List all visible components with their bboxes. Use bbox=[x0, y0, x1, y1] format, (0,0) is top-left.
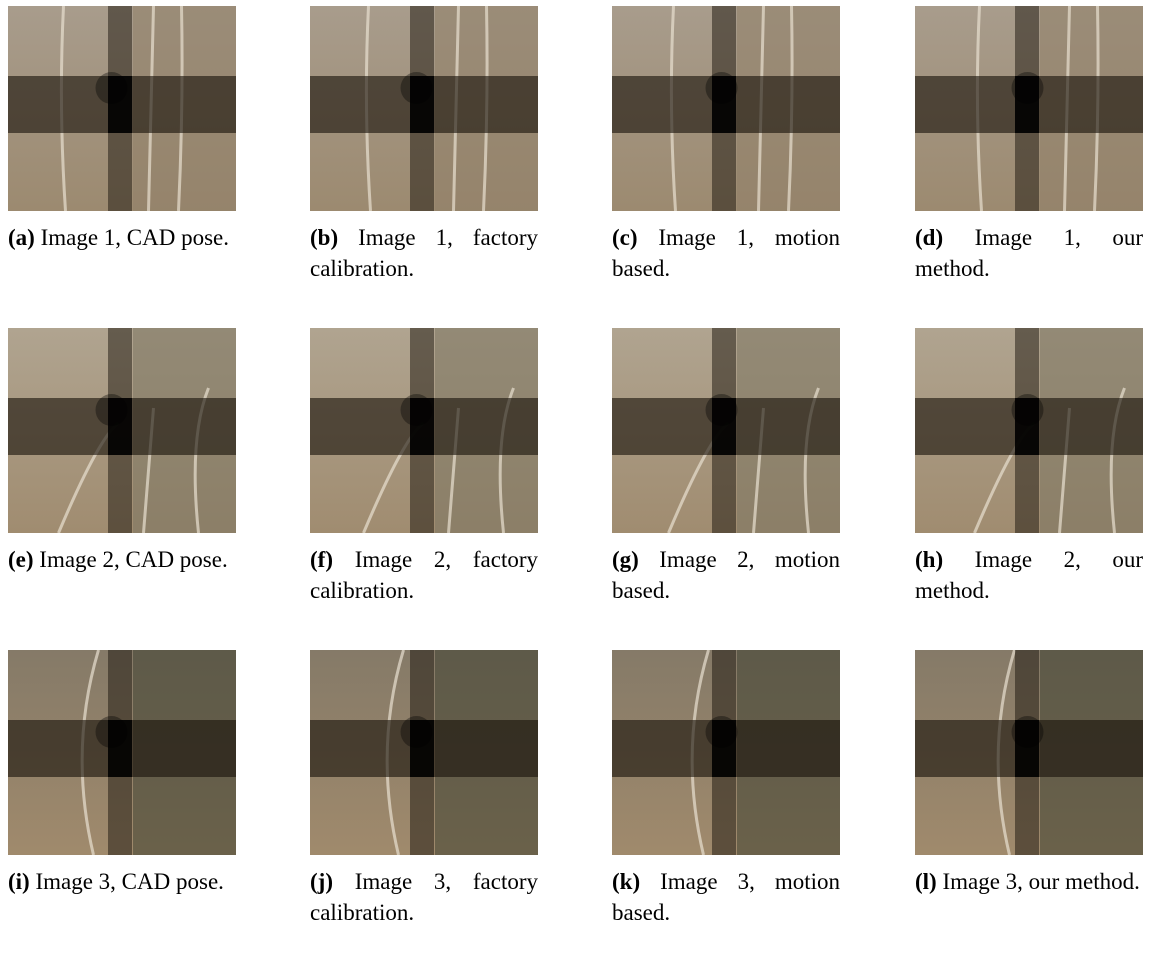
subfigure-caption: (l) Image 3, our method. bbox=[915, 866, 1143, 897]
subfigure-image bbox=[8, 650, 236, 855]
caption-text: Image 1, motion based. bbox=[612, 225, 840, 281]
subfigure-image bbox=[915, 650, 1143, 855]
subfigure: (g) Image 2, motion based. bbox=[612, 328, 840, 606]
subfigure-caption: (j) Image 3, factory calibration. bbox=[310, 866, 538, 928]
subfigure-image bbox=[310, 6, 538, 211]
subfigure-image bbox=[915, 6, 1143, 211]
subfigure: (d) Image 1, our method. bbox=[915, 6, 1143, 284]
subfigure-label: (a) bbox=[8, 225, 35, 250]
subfigure: (j) Image 3, factory calibration. bbox=[310, 650, 538, 928]
subfigure-image bbox=[310, 328, 538, 533]
subfigure-image bbox=[612, 6, 840, 211]
subfigure: (l) Image 3, our method. bbox=[915, 650, 1143, 897]
subfigure-caption: (k) Image 3, motion based. bbox=[612, 866, 840, 928]
subfigure: (a) Image 1, CAD pose. bbox=[8, 6, 236, 253]
subfigure-label: (i) bbox=[8, 869, 30, 894]
caption-text: Image 2, motion based. bbox=[612, 547, 840, 603]
subfigure-caption: (a) Image 1, CAD pose. bbox=[8, 222, 236, 253]
subfigure-caption: (g) Image 2, motion based. bbox=[612, 544, 840, 606]
subfigure-caption: (i) Image 3, CAD pose. bbox=[8, 866, 236, 897]
subfigure-label: (d) bbox=[915, 225, 943, 250]
subfigure-image bbox=[310, 650, 538, 855]
caption-text: Image 1, factory calibration. bbox=[310, 225, 538, 281]
subfigure-label: (b) bbox=[310, 225, 338, 250]
subfigure-label: (c) bbox=[612, 225, 638, 250]
caption-text: Image 2, factory calibration. bbox=[310, 547, 538, 603]
subfigure-caption: (d) Image 1, our method. bbox=[915, 222, 1143, 284]
subfigure: (k) Image 3, motion based. bbox=[612, 650, 840, 928]
caption-text: Image 3, factory calibration. bbox=[310, 869, 538, 925]
caption-text: Image 1, our method. bbox=[915, 225, 1143, 281]
subfigure-image bbox=[8, 328, 236, 533]
subfigure: (e) Image 2, CAD pose. bbox=[8, 328, 236, 575]
subfigure: (h) Image 2, our method. bbox=[915, 328, 1143, 606]
caption-text: Image 3, motion based. bbox=[612, 869, 840, 925]
caption-text: Image 1, CAD pose. bbox=[41, 225, 229, 250]
subfigure-caption: (e) Image 2, CAD pose. bbox=[8, 544, 236, 575]
subfigure-label: (e) bbox=[8, 547, 34, 572]
figure: (a) Image 1, CAD pose. (b) Image 1, facto… bbox=[0, 0, 1152, 969]
subfigure-image bbox=[612, 328, 840, 533]
subfigure-label: (f) bbox=[310, 547, 333, 572]
subfigure: (b) Image 1, factory calibration. bbox=[310, 6, 538, 284]
caption-text: Image 2, our method. bbox=[915, 547, 1143, 603]
subfigure: (i) Image 3, CAD pose. bbox=[8, 650, 236, 897]
subfigure-label: (g) bbox=[612, 547, 639, 572]
caption-text: Image 3, our method. bbox=[942, 869, 1139, 894]
subfigure-label: (l) bbox=[915, 869, 937, 894]
caption-text: Image 3, CAD pose. bbox=[35, 869, 223, 894]
subfigure-label: (j) bbox=[310, 869, 333, 894]
subfigure-caption: (c) Image 1, motion based. bbox=[612, 222, 840, 284]
subfigure-image bbox=[8, 6, 236, 211]
subfigure: (c) Image 1, motion based. bbox=[612, 6, 840, 284]
subfigure-image bbox=[612, 650, 840, 855]
subfigure: (f) Image 2, factory calibration. bbox=[310, 328, 538, 606]
caption-text: Image 2, CAD pose. bbox=[39, 547, 227, 572]
subfigure-caption: (h) Image 2, our method. bbox=[915, 544, 1143, 606]
subfigure-caption: (b) Image 1, factory calibration. bbox=[310, 222, 538, 284]
subfigure-label: (k) bbox=[612, 869, 640, 894]
subfigure-caption: (f) Image 2, factory calibration. bbox=[310, 544, 538, 606]
subfigure-label: (h) bbox=[915, 547, 943, 572]
subfigure-image bbox=[915, 328, 1143, 533]
